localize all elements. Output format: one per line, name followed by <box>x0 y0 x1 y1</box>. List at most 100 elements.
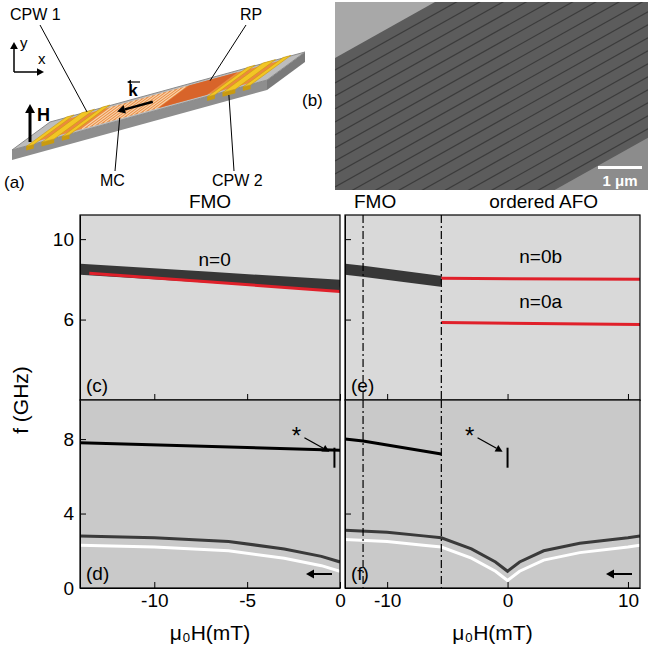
panel-letter: (a) <box>4 173 25 192</box>
tick-mark <box>387 394 388 400</box>
axis <box>345 216 351 401</box>
annotation-label: * <box>465 422 474 449</box>
tick-mark <box>80 439 86 440</box>
tick-mark <box>345 588 351 589</box>
tick-label: -10 <box>374 590 401 611</box>
cpw-region <box>335 2 435 58</box>
diagram-label: H <box>37 105 50 125</box>
annotation-arrow-head <box>495 445 503 452</box>
region-title: ordered AFO <box>489 191 598 212</box>
tick-mark <box>80 588 86 589</box>
axis-y-arrow-shaft <box>13 49 15 72</box>
tick <box>628 394 629 400</box>
diagram-label: y <box>20 34 28 51</box>
resonance-band <box>345 269 441 281</box>
tick-mark <box>345 320 351 321</box>
panel-a: CPW 1RPMCCPW 2yxHk(a) <box>4 6 305 192</box>
series-line <box>345 439 441 454</box>
panel-title: FMO <box>189 191 231 212</box>
tick-mark <box>80 514 86 515</box>
tick-mark <box>345 514 351 515</box>
diagram-label: CPW 1 <box>10 6 61 23</box>
field-arrow-head <box>25 104 35 113</box>
tick-mark <box>340 582 341 588</box>
plot-background <box>345 400 640 588</box>
tick-label: 0 <box>63 578 74 599</box>
plot-frame <box>80 215 340 400</box>
tick: 6 <box>63 309 86 330</box>
tick <box>508 394 509 400</box>
axis-y-arrow-head <box>10 42 18 49</box>
grating-line <box>335 116 648 190</box>
tick: 0 <box>503 582 514 611</box>
figure: CPW 1RPMCCPW 2yxHk(a)1 μm(b)610n=0FMOf (… <box>0 0 652 661</box>
panel-letter: (d) <box>86 563 109 584</box>
chart-panel: -10-50048*μ₀H(mT)(d) <box>63 400 345 644</box>
annotation-marker <box>507 448 509 468</box>
series-line <box>89 273 340 291</box>
tick: 10 <box>53 229 86 250</box>
plot-background <box>345 215 640 400</box>
series-line <box>345 540 640 581</box>
leader-line <box>210 25 246 81</box>
grating-line <box>335 77 648 190</box>
substrate-side <box>12 80 267 160</box>
tick-label: -10 <box>141 590 168 611</box>
panel-letter: (c) <box>86 375 108 396</box>
plot-frame <box>345 400 640 588</box>
tick-mark <box>345 239 351 240</box>
plot-frame <box>345 215 640 400</box>
plot-frame <box>80 400 340 588</box>
tick <box>345 239 351 240</box>
series-line <box>80 545 340 571</box>
grating-line <box>335 2 648 135</box>
panel-letter: (e) <box>351 375 374 396</box>
plot-background <box>80 400 340 588</box>
tick-mark <box>508 394 509 400</box>
region-title: FMO <box>354 191 396 212</box>
axis-line <box>345 216 346 401</box>
tick <box>154 394 155 400</box>
tick-mark <box>628 582 629 588</box>
grating-line <box>335 64 648 190</box>
tick-mark <box>508 582 509 588</box>
sweep-arrow-shaft <box>614 573 632 575</box>
tick-label: 0 <box>335 590 346 611</box>
diagram-label: MC <box>100 172 125 189</box>
tick <box>247 394 248 400</box>
tick-mark <box>80 320 86 321</box>
tick: 0 <box>63 578 86 599</box>
tick-label: -5 <box>239 590 256 611</box>
grating-line <box>335 2 648 96</box>
tick <box>345 588 351 589</box>
tick-label: 4 <box>63 503 74 524</box>
axis-title: μ₀H(mT) <box>452 621 532 644</box>
tick <box>345 514 351 515</box>
series-line <box>441 278 640 279</box>
series-label: n=0b <box>519 246 562 267</box>
axis: -10010 <box>346 582 641 611</box>
grating-line <box>335 2 648 174</box>
tick: 4 <box>63 503 86 524</box>
diagram-label: x <box>38 50 46 67</box>
boundary-line <box>441 215 442 400</box>
tick-label: 6 <box>63 309 74 330</box>
sweep-arrow-head <box>606 570 614 579</box>
tick-mark <box>628 394 629 400</box>
axis-title: μ₀H(mT) <box>170 621 250 644</box>
grating-line <box>335 90 648 190</box>
axis: -10 -5 0 <box>81 582 346 611</box>
tick-label: 8 <box>63 429 74 450</box>
grating-line <box>335 51 648 190</box>
boundary-line <box>441 400 442 588</box>
plot-background <box>80 215 340 400</box>
boundary-line <box>362 400 363 588</box>
diagram-label: CPW 2 <box>212 172 263 189</box>
panel-letter: (f) <box>351 563 369 584</box>
axis-line <box>80 216 81 401</box>
grating-line <box>335 2 648 122</box>
grating-line <box>335 2 648 161</box>
leader-line <box>40 25 87 112</box>
tick <box>345 439 351 440</box>
annotation-arrow-shaft <box>304 438 323 449</box>
